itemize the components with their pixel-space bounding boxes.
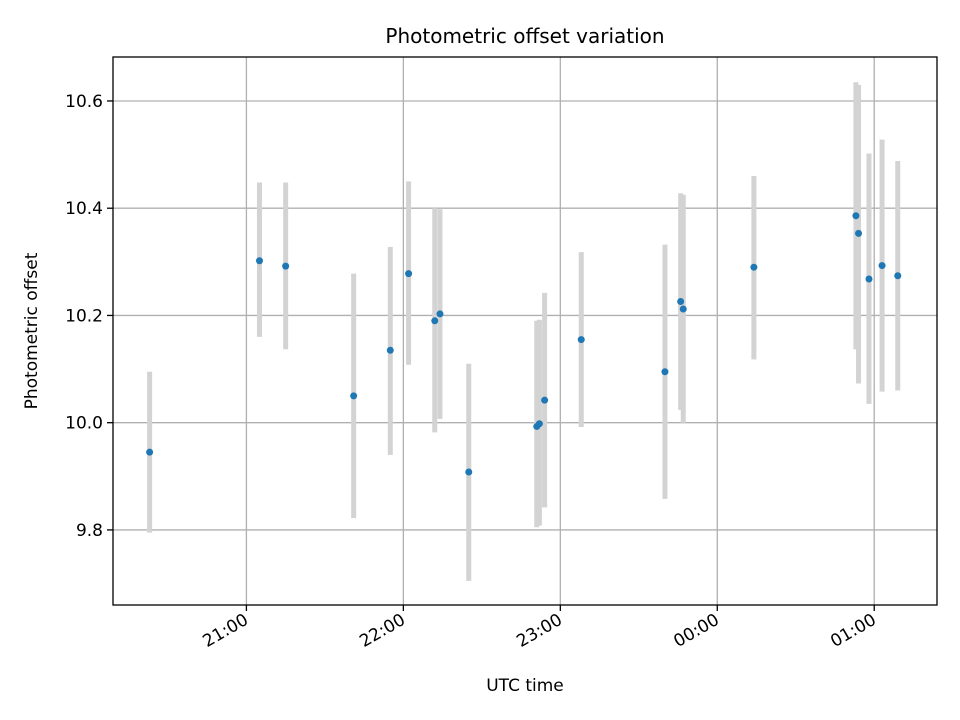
data-point [878,262,886,270]
data-point [577,336,585,344]
plot-area [113,57,937,605]
y-axis-ticks: 9.8 10.0 10.2 10.4 10.6 [65,92,113,541]
data-point [750,263,758,271]
data-point [282,262,290,270]
data-point [541,396,549,404]
data-points [146,212,902,476]
data-point [350,392,358,400]
data-point [405,270,413,278]
grid [113,57,937,605]
chart-title: Photometric offset variation [385,24,664,48]
y-tick-label: 10.0 [65,414,103,434]
data-point [679,305,687,313]
data-point [535,420,543,428]
data-point [436,310,444,318]
data-point [894,272,902,280]
y-tick-label: 9.8 [76,521,103,541]
data-point [855,229,863,237]
data-point [255,257,263,265]
data-point [146,448,154,456]
y-tick-label: 10.4 [65,199,103,219]
data-point [661,368,669,376]
data-point [677,298,685,306]
data-point [865,275,873,283]
x-axis-label: UTC time [486,676,564,696]
y-tick-label: 10.6 [65,92,103,112]
y-axis-label: Photometric offset [22,252,42,409]
plot-frame [112,56,938,606]
data-point [465,468,473,476]
data-point [431,317,439,325]
y-tick-label: 10.2 [65,306,103,326]
data-point [852,212,860,220]
data-point [386,346,394,354]
